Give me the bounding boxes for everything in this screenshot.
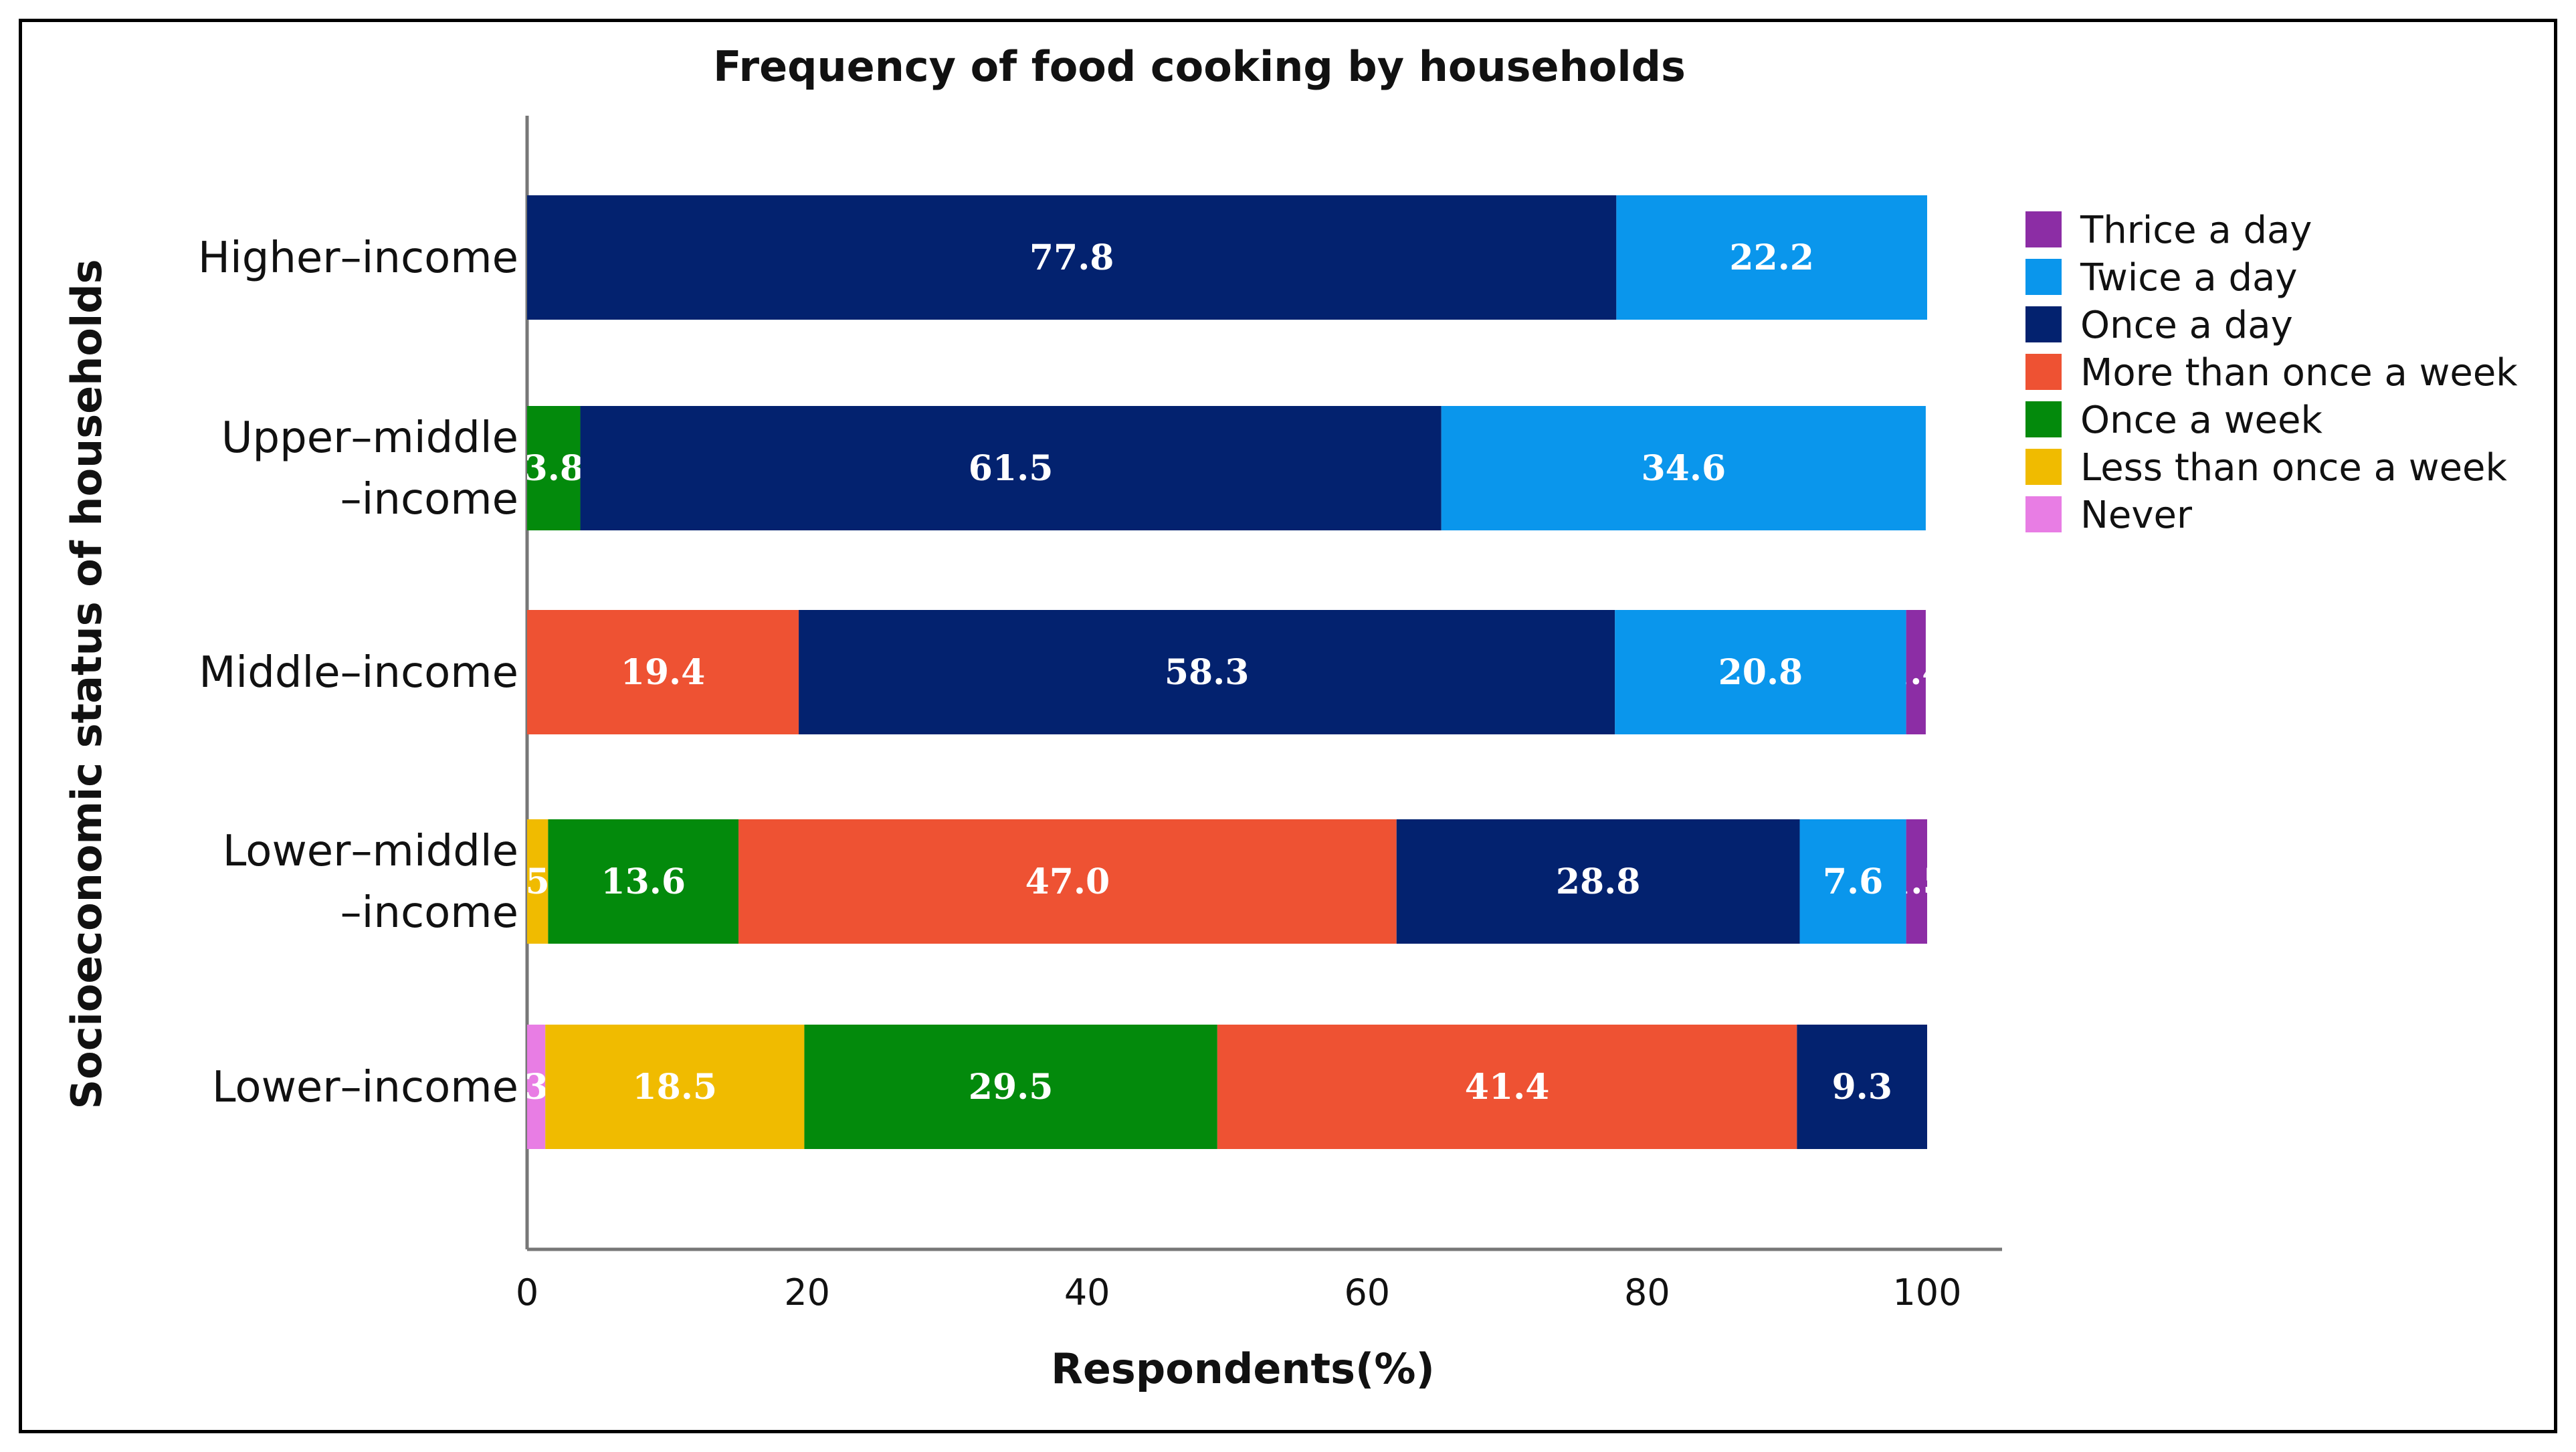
legend-label-more-than-once-a-week: More than once a week [2080, 351, 2518, 395]
x-tick-label: 60 [1344, 1271, 1390, 1314]
category-label: –income [340, 475, 518, 524]
data-label: 1.5 [1886, 861, 1947, 902]
legend-label-twice-a-day: Twice a day [2080, 256, 2297, 300]
bar-segment-never [527, 1025, 546, 1149]
data-label: 7.6 [1823, 861, 1883, 902]
data-label: 34.6 [1641, 448, 1726, 489]
legend-swatch-once-a-day [2025, 306, 2062, 342]
bar-segment-more-than-once-a-week [1217, 1025, 1797, 1149]
legend-label-never: Never [2080, 494, 2193, 537]
bar-segment-more-than-once-a-week [738, 819, 1397, 944]
data-label: 47.0 [1025, 861, 1110, 902]
data-label: 19.4 [621, 652, 706, 693]
data-label: 18.5 [632, 1067, 717, 1108]
bar-segment-thrice-a-day [1906, 610, 1926, 734]
legend-label-less-than-once-a-week: Less than once a week [2080, 446, 2508, 490]
category-label: Lower–middle [223, 827, 518, 876]
chart-frame: Frequency of food cooking by households 0… [19, 19, 2557, 1433]
x-axis-label: Respondents(%) [1051, 1344, 1435, 1393]
data-label: 77.8 [1029, 237, 1114, 278]
bar-segment-once-a-week [804, 1025, 1217, 1149]
bar-segment-once-a-day [527, 195, 1617, 320]
bar-segment-once-a-day [1797, 1025, 1927, 1149]
legend-label-thrice-a-day: Thrice a day [2080, 209, 2312, 252]
data-label: 1.4 [1886, 652, 1946, 693]
data-label: 20.8 [1718, 652, 1803, 693]
bar-segment-less-than-once-a-week [545, 1025, 805, 1149]
bar-segment-more-than-once-a-week [527, 610, 799, 734]
bar-segment-twice-a-day [1616, 195, 1927, 320]
bar-segment-once-a-week [548, 819, 739, 944]
chart-title: Frequency of food cooking by households [713, 42, 1686, 91]
x-tick-label: 80 [1624, 1271, 1670, 1314]
data-label: 22.2 [1729, 237, 1814, 278]
bar-segment-less-than-once-a-week [527, 819, 549, 944]
data-label: 5 [526, 861, 550, 902]
legend-swatch-twice-a-day [2025, 259, 2062, 295]
bar-segment-twice-a-day [1615, 610, 1906, 734]
data-label: 9.3 [1831, 1067, 1892, 1108]
legend-swatch-more-than-once-a-week [2025, 354, 2062, 390]
data-label: 41.4 [1465, 1067, 1550, 1108]
legend-swatch-less-than-once-a-week [2025, 449, 2062, 485]
data-label: 61.5 [969, 448, 1054, 489]
bar-segment-once-a-day [799, 610, 1615, 734]
bar-segment-once-a-day [1396, 819, 1800, 944]
category-label: –income [340, 888, 518, 938]
category-label: Higher–income [198, 233, 518, 283]
legend-label-once-a-week: Once a week [2080, 399, 2322, 442]
data-label: 28.8 [1556, 861, 1641, 902]
bar-segment-twice-a-day [1799, 819, 1906, 944]
stacked-bar-chart: Frequency of food cooking by households 0… [62, 42, 2518, 1393]
data-label: 13.6 [601, 861, 686, 902]
bar-segment-twice-a-day [1441, 406, 1926, 530]
data-label: 58.3 [1165, 652, 1250, 693]
data-label: 3 [524, 1067, 549, 1108]
bar-segment-once-a-day [580, 406, 1442, 530]
y-axis-label: Socioeconomic status of households [62, 259, 111, 1109]
bar-segment-thrice-a-day [1906, 819, 1927, 944]
legend-label-once-a-day: Once a day [2080, 304, 2293, 347]
x-tick-label: 40 [1064, 1271, 1110, 1314]
data-label: 3.8 [524, 448, 584, 489]
bar-segment-once-a-week [527, 406, 581, 530]
x-tick-label: 0 [516, 1271, 538, 1314]
category-label: Upper–middle [221, 413, 518, 463]
legend-swatch-once-a-week [2025, 401, 2062, 437]
x-tick-label: 100 [1892, 1271, 1961, 1314]
data-label: 29.5 [969, 1067, 1054, 1108]
legend-swatch-thrice-a-day [2025, 211, 2062, 247]
category-label: Lower–income [212, 1063, 518, 1112]
x-tick-label: 20 [784, 1271, 830, 1314]
legend-swatch-never [2025, 496, 2062, 532]
category-label: Middle–income [199, 648, 518, 698]
